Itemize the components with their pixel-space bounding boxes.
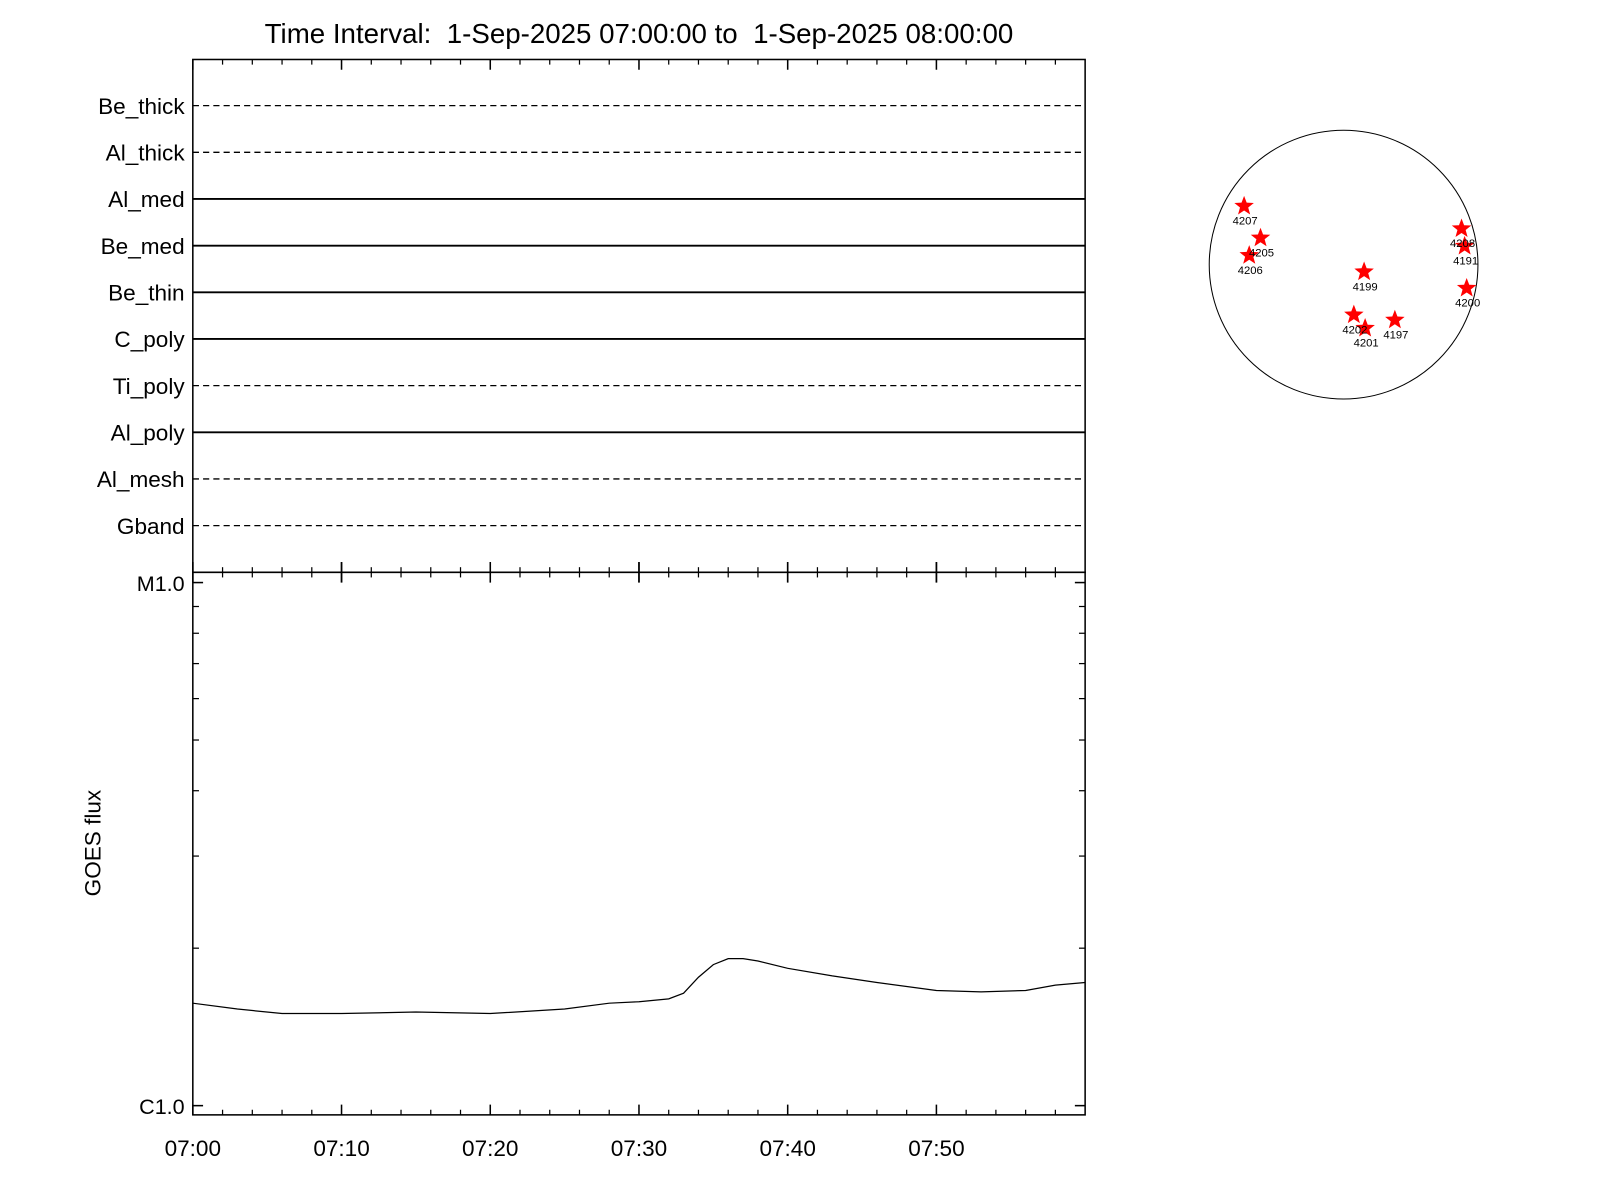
region-label: 4200 xyxy=(1455,298,1480,310)
region-marker xyxy=(1385,309,1405,329)
solar-disk xyxy=(1208,129,1479,400)
region-marker xyxy=(1355,317,1375,337)
region-label: 4191 xyxy=(1453,256,1478,268)
x-tick-label: 07:20 xyxy=(462,1136,518,1161)
region-marker xyxy=(1456,277,1477,297)
channel-label: Ti_poly xyxy=(113,374,186,399)
channel-label: Be_thin xyxy=(108,281,184,306)
x-tick-label: 07:00 xyxy=(165,1136,221,1161)
region-label: 4201 xyxy=(1354,338,1379,350)
x-tick-label: 07:40 xyxy=(759,1136,815,1161)
region-marker xyxy=(1250,227,1271,247)
channel-label: Al_med xyxy=(108,187,184,212)
region-label: 4205 xyxy=(1249,247,1274,259)
x-tick-label: 07:50 xyxy=(908,1136,964,1161)
region-label: 4199 xyxy=(1353,281,1378,293)
channel-label: C_poly xyxy=(114,327,185,352)
y-tick-label: M1.0 xyxy=(137,572,185,596)
chart-title: Time Interval: 1-Sep-2025 07:00:00 to 1-… xyxy=(265,18,1014,49)
region-label: 4202 xyxy=(1342,324,1367,336)
region-marker xyxy=(1451,218,1472,238)
data-line xyxy=(192,958,1086,1015)
region-marker xyxy=(1454,235,1475,255)
region-label: 4197 xyxy=(1383,329,1408,341)
region-marker xyxy=(1239,245,1259,264)
x-tick-label: 07:10 xyxy=(313,1136,369,1161)
region-marker xyxy=(1344,304,1364,324)
region-label: 4207 xyxy=(1233,216,1258,228)
channel-label: Gband xyxy=(117,514,185,539)
channel-label: Al_thick xyxy=(106,141,186,166)
y-tick-label: C1.0 xyxy=(139,1095,184,1119)
channel-label: Al_mesh xyxy=(97,467,185,492)
region-label: 4208 xyxy=(1450,238,1475,250)
channel-label: Al_poly xyxy=(111,421,186,446)
channel-label: Be_thick xyxy=(98,94,185,119)
channel-label: Be_med xyxy=(101,234,185,259)
x-tick-label: 07:30 xyxy=(611,1136,667,1161)
y-axis-title: GOES flux xyxy=(81,789,106,896)
region-marker xyxy=(1234,195,1254,215)
region-marker xyxy=(1354,261,1374,281)
region-label: 4206 xyxy=(1238,265,1263,277)
